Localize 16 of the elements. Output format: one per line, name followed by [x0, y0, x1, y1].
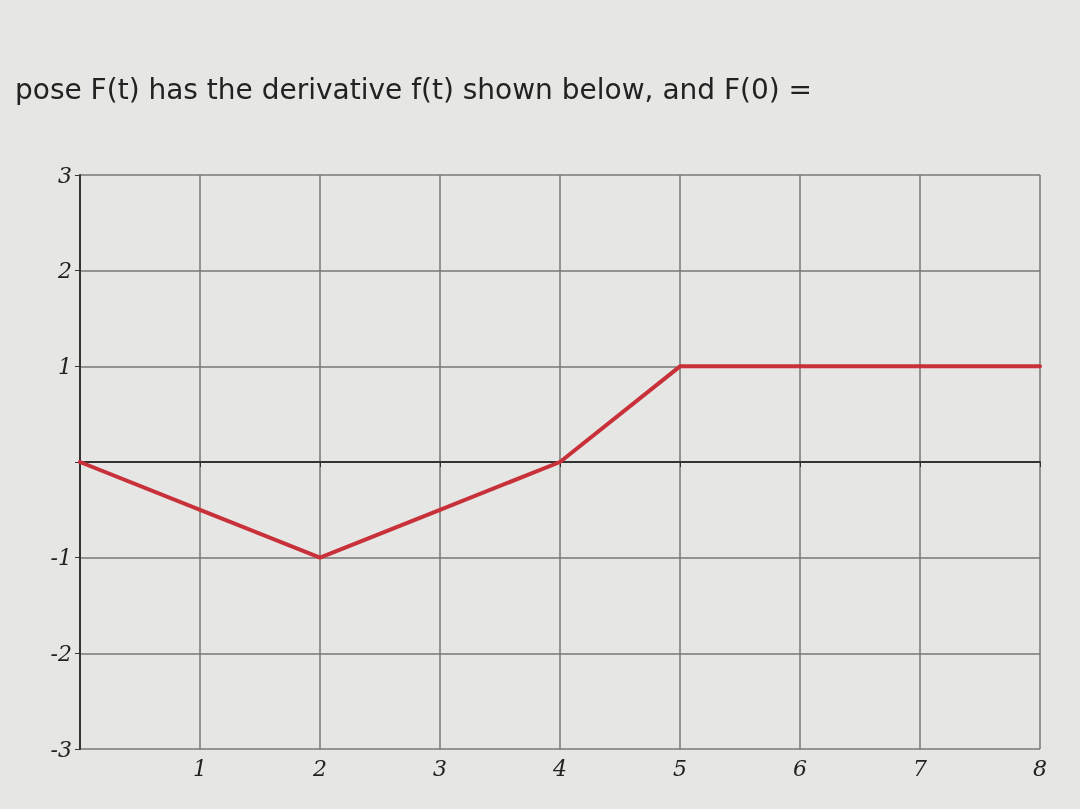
x-tick-label: 3: [433, 755, 447, 781]
y-tick-label: -1: [50, 545, 72, 571]
y-tick-label: 1: [58, 353, 72, 379]
x-tick-label: 4: [552, 755, 567, 781]
chart-title: pose F(t) has the derivative f(t) shown below, and F(0) =: [15, 72, 813, 106]
x-tick-label: 5: [673, 755, 687, 781]
y-tick-label: 3: [58, 162, 72, 188]
x-tick-label: 6: [793, 755, 807, 781]
x-tick-label: 1: [193, 755, 207, 781]
x-tick-label: 8: [1033, 755, 1047, 781]
x-tick-label: 2: [312, 755, 327, 781]
y-tick-label: -3: [50, 736, 72, 762]
x-tick-label: 7: [913, 755, 927, 781]
y-tick-label: 2: [57, 258, 72, 284]
line-series: [78, 364, 1042, 560]
y-tick-label: -2: [50, 640, 72, 666]
